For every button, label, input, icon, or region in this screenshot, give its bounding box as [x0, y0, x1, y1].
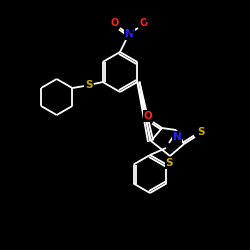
Text: N: N	[172, 132, 182, 142]
Text: O: O	[111, 18, 119, 28]
Text: O: O	[144, 111, 152, 121]
Text: -: -	[146, 17, 148, 22]
Text: S: S	[165, 158, 173, 168]
Text: S: S	[197, 127, 205, 137]
Text: N: N	[124, 29, 134, 39]
Text: +: +	[130, 28, 135, 33]
Text: O: O	[140, 18, 148, 28]
Text: S: S	[85, 80, 92, 90]
